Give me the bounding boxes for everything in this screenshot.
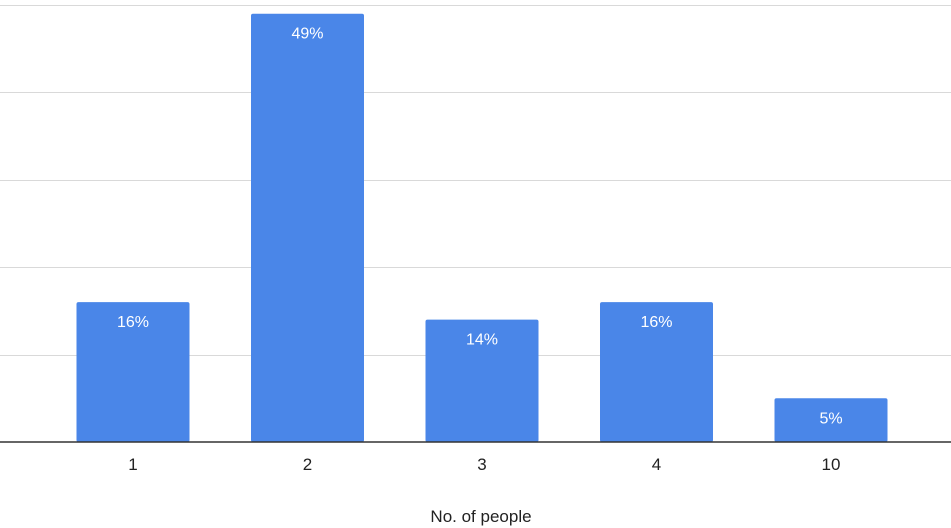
bar-data-label: 14%: [466, 332, 498, 349]
bar-data-label: 16%: [640, 314, 672, 331]
bar-data-label: 5%: [819, 410, 842, 427]
bar-4: [600, 302, 713, 442]
x-tick-label: 3: [477, 455, 486, 474]
x-tick-label: 10: [822, 455, 841, 474]
bar-10: [774, 398, 888, 442]
bar-3: [425, 319, 539, 442]
bar-data-label: 16%: [117, 314, 149, 331]
bar-1: [76, 302, 190, 442]
x-axis-title: No. of people: [430, 507, 531, 526]
bar-data-labels: 16% 49% 14% 16% 5%: [117, 26, 843, 428]
x-tick-labels: 1 2 3 4 10: [128, 455, 840, 474]
bar-2: [251, 13, 364, 443]
x-tick-label: 2: [303, 455, 312, 474]
gridlines: [0, 5, 951, 356]
x-tick-label: 1: [128, 455, 137, 474]
x-tick-label: 4: [652, 455, 661, 474]
bars: [76, 13, 888, 443]
bar-data-label: 49%: [291, 26, 323, 43]
